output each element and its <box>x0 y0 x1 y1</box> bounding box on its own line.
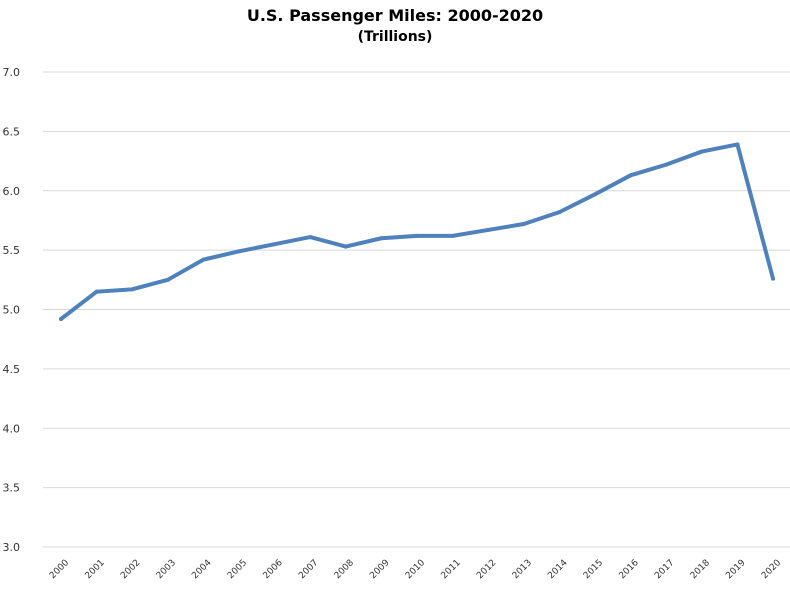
series-line <box>59 142 775 321</box>
y-tick-label: 5.5 <box>3 244 21 257</box>
data-point <box>201 257 206 262</box>
data-point <box>130 287 135 292</box>
data-point <box>94 289 99 294</box>
y-tick-label: 4.5 <box>3 363 21 376</box>
data-point <box>486 227 491 232</box>
y-tick-label: 5.0 <box>3 304 21 317</box>
y-tick-label: 6.0 <box>3 185 21 198</box>
x-tick-label: 2004 <box>190 558 213 581</box>
data-point <box>308 235 313 240</box>
x-tick-label: 2008 <box>333 558 356 581</box>
x-tick-label: 2012 <box>475 558 498 581</box>
x-tick-label: 2007 <box>297 558 320 581</box>
data-point <box>771 276 775 281</box>
data-point <box>699 149 704 154</box>
x-tick-label: 2003 <box>155 558 178 581</box>
data-point <box>59 317 63 321</box>
x-tick-label: 2011 <box>440 558 463 581</box>
y-tick-label: 6.5 <box>3 125 21 138</box>
x-tick-label: 2000 <box>48 558 71 581</box>
data-point <box>521 222 526 226</box>
data-point <box>557 210 562 215</box>
chart-title: U.S. Passenger Miles: 2000-2020 <box>246 6 544 25</box>
data-point <box>165 277 170 282</box>
data-point <box>735 142 740 147</box>
data-point <box>343 244 348 249</box>
data-point <box>450 233 455 238</box>
x-tick-label: 2019 <box>724 558 747 581</box>
data-point <box>628 173 633 178</box>
x-tick-label: 2010 <box>404 558 427 581</box>
x-tick-label: 2002 <box>119 558 142 581</box>
y-tick-label: 7.0 <box>3 66 21 79</box>
y-tick-label: 4.0 <box>3 422 21 435</box>
x-tick-label: 2017 <box>653 558 676 581</box>
y-tick-label: 3.0 <box>3 541 21 554</box>
x-tick-label: 2016 <box>618 558 641 581</box>
data-point <box>593 192 597 197</box>
x-tick-label: 2005 <box>226 558 249 581</box>
data-point <box>415 233 419 238</box>
x-tick-label: 2009 <box>368 558 391 581</box>
x-tick-label: 2014 <box>546 558 569 581</box>
data-point <box>379 236 384 241</box>
x-tick-label: 2001 <box>84 558 107 581</box>
x-tick-label: 2006 <box>262 558 285 581</box>
data-point <box>664 162 669 167</box>
y-tick-label: 3.5 <box>3 482 21 495</box>
x-tick-label: 2015 <box>582 558 605 581</box>
x-tick-label: 2018 <box>689 558 712 581</box>
x-tick-label: 2020 <box>760 558 783 581</box>
data-point <box>272 242 277 247</box>
chart-subtitle: (Trillions) <box>357 29 433 45</box>
data-point <box>237 249 241 254</box>
x-tick-label: 2013 <box>511 558 534 581</box>
